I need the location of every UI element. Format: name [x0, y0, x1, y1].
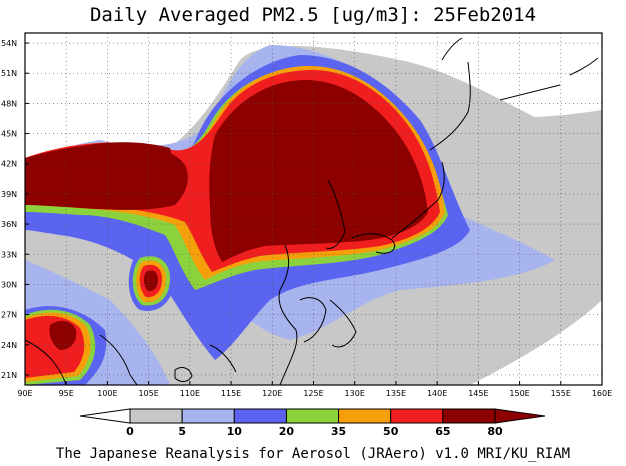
map-plot-area: [24, 32, 603, 386]
lon-tick-label: 90E: [17, 389, 32, 398]
lon-tick-label: 125E: [303, 389, 323, 398]
colorbar-box: [285, 408, 340, 424]
pm25-band-above-80: [25, 80, 428, 350]
colorbar-box: [181, 408, 235, 424]
lon-tick-label: 155E: [551, 389, 571, 398]
data-credit: The Japanese Reanalysis for Aerosol (JRA…: [55, 446, 571, 462]
colorbar-label: 50: [383, 425, 399, 438]
colorbar-arrow-low: [79, 408, 131, 424]
lon-tick-label: 130E: [345, 389, 365, 398]
colorbar-box: [442, 408, 496, 424]
lat-tick-label: 36N: [1, 220, 17, 229]
colorbar-label: 80: [487, 425, 503, 438]
lat-tick-label: 30N: [1, 280, 17, 289]
lon-tick-label: 115E: [221, 389, 241, 398]
colorbar-label: 10: [227, 425, 243, 438]
lat-tick-label: 21N: [1, 371, 17, 380]
lon-tick-label: 120E: [262, 389, 282, 398]
lat-tick-label: 39N: [1, 190, 17, 199]
colorbar-label: 35: [331, 425, 346, 438]
lon-tick-label: 150E: [509, 389, 529, 398]
colorbar-box: [129, 408, 183, 424]
colorbar-label: 20: [279, 425, 295, 438]
map-gridlines: [25, 33, 602, 385]
colorbar-box: [233, 408, 287, 424]
lat-tick-label: 24N: [1, 341, 17, 350]
longitude-axis: 90E 95E 100E 105E 110E 115E 120E 125E 130E 135E 14…: [17, 381, 612, 398]
lon-tick-label: 110E: [180, 389, 200, 398]
colorbar-label: 65: [435, 425, 450, 438]
lat-tick-label: 51N: [1, 69, 17, 78]
lat-tick-label: 33N: [1, 250, 17, 259]
colorbar-box: [338, 408, 392, 424]
colorbar: 0 5 10 20 35 50 65 80: [79, 408, 546, 438]
colorbar-arrow-high: [494, 408, 546, 424]
chart-title: Daily Averaged PM2.5 [ug/m3]: 25Feb2014: [89, 4, 537, 26]
lon-tick-label: 95E: [59, 389, 74, 398]
colorbar-label: 0: [126, 425, 134, 438]
lat-tick-label: 27N: [1, 311, 17, 320]
latitude-axis: 54N 51N 48N 45N 42N 39N 36N 33N 30N 27N 24N 21N: [1, 39, 29, 380]
colorbar-label: 5: [178, 425, 186, 438]
lon-tick-label: 145E: [468, 389, 488, 398]
lon-tick-label: 135E: [386, 389, 406, 398]
lat-tick-label: 42N: [1, 160, 17, 169]
lon-tick-label: 100E: [97, 389, 117, 398]
colorbar-box: [390, 408, 444, 424]
lon-tick-label: 140E: [427, 389, 447, 398]
lon-tick-label: 105E: [138, 389, 158, 398]
lat-tick-label: 45N: [1, 130, 17, 139]
lat-tick-label: 48N: [1, 99, 17, 108]
lat-tick-label: 54N: [1, 39, 17, 48]
lon-tick-label: 160E: [592, 389, 612, 398]
